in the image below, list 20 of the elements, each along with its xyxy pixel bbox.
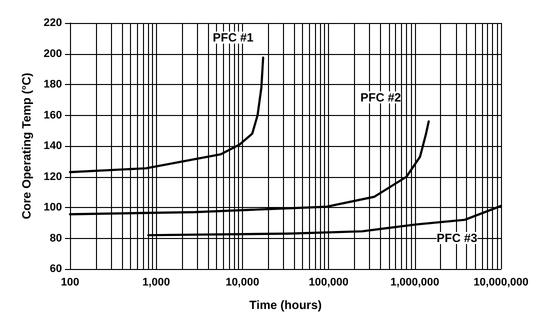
- x-tick-label: 100: [60, 276, 80, 288]
- text: PFC #2: [360, 90, 402, 104]
- y-axis-title: Core Operating Temp (°C): [20, 72, 34, 220]
- x-tick-label: 10,000,000: [473, 276, 529, 288]
- y-tick-label: 180: [44, 78, 62, 90]
- series-label: PFC #1: [212, 30, 254, 45]
- y-tick-label: 160: [44, 109, 62, 122]
- x-tick-label: 1,000: [142, 276, 170, 288]
- y-tick-label: 120: [44, 170, 62, 183]
- y-tick-label: 100: [44, 202, 62, 214]
- y-tick-label: 220: [44, 17, 62, 29]
- series-label: PFC #3: [436, 230, 478, 245]
- y-tick-label: 80: [50, 232, 62, 244]
- x-tick-label: 10,000: [226, 276, 260, 288]
- y-tick-label: 140: [44, 140, 62, 152]
- x-axis-title: Time (hours): [249, 298, 322, 312]
- y-tick-label: 200: [44, 48, 62, 60]
- x-tick-label: 100,000: [308, 276, 348, 288]
- x-tick-label: 1,000,000: [390, 276, 440, 288]
- y-tick-label: 60: [50, 263, 62, 275]
